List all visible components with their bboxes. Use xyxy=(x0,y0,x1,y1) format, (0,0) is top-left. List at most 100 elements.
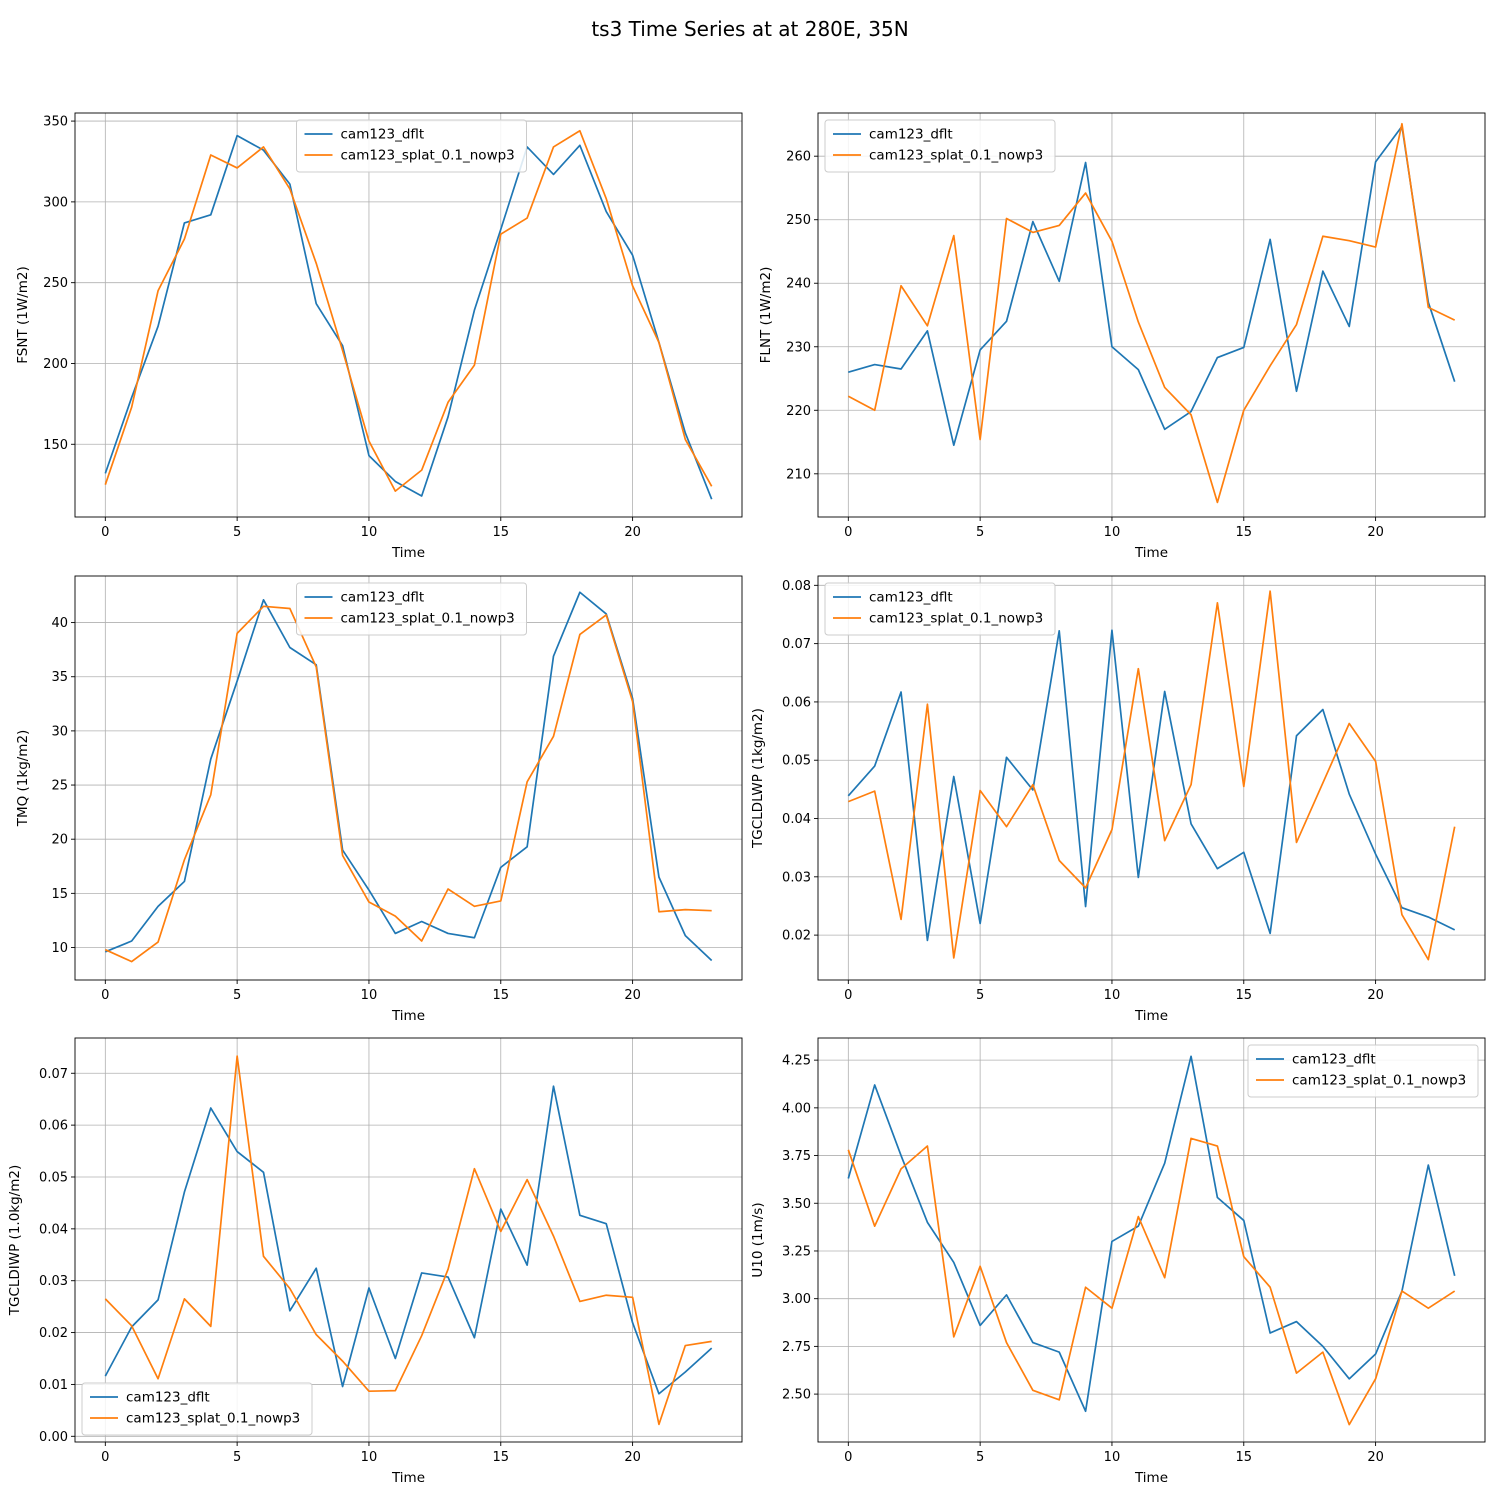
legend-box xyxy=(824,119,1056,173)
x-tick-label: 20 xyxy=(624,525,641,540)
x-tick-label: 10 xyxy=(361,988,378,1003)
x-tick-label: 0 xyxy=(101,1450,109,1465)
y-tick-label: 200 xyxy=(43,357,68,372)
x-tick-label: 5 xyxy=(233,1450,241,1465)
subplot-4: 0 5 10 15 20 0.02 0.03 0.04 0.05 0.06 0.07 0.08 Time… xyxy=(750,575,1486,1024)
x-tick-label: 10 xyxy=(1104,525,1121,540)
legend-label: cam123_splat_0.1_nowp3 xyxy=(126,1411,300,1427)
x-axis-label: Time xyxy=(1134,1470,1168,1486)
y-tick-label: 0.07 xyxy=(782,637,811,652)
axes-frame xyxy=(817,112,1486,518)
axes-frame xyxy=(74,112,743,518)
x-axis-label: Time xyxy=(1134,545,1168,561)
x-tick-label: 20 xyxy=(624,1450,641,1465)
legend: cam123_dflt cam123_splat_0.1_nowp3 xyxy=(824,582,1056,636)
y-tick-label: 10 xyxy=(51,941,68,956)
legend-label: cam123_dflt xyxy=(341,127,425,143)
x-tick-label: 15 xyxy=(492,525,509,540)
x-tick-label: 15 xyxy=(1235,1450,1252,1465)
y-axis-label: TMQ (1kg/m2) xyxy=(15,730,31,828)
x-tick-label: 20 xyxy=(624,988,641,1003)
x-tick-label: 20 xyxy=(1367,525,1384,540)
y-tick-label: 3.75 xyxy=(782,1149,811,1164)
x-tick-label: 20 xyxy=(1367,1450,1384,1465)
y-tick-label: 0.06 xyxy=(39,1119,68,1134)
y-tick-label: 4.00 xyxy=(782,1101,811,1116)
legend-label: cam123_dflt xyxy=(126,1390,210,1406)
legend-label: cam123_splat_0.1_nowp3 xyxy=(341,148,515,164)
y-tick-label: 40 xyxy=(51,616,68,631)
x-tick-label: 10 xyxy=(361,1450,378,1465)
y-tick-label: 15 xyxy=(51,887,68,902)
legend-label: cam123_dflt xyxy=(341,590,425,606)
x-axis-label: Time xyxy=(391,1470,425,1486)
series-line-dflt xyxy=(104,591,713,962)
y-axis-label: FLNT (1W/m2) xyxy=(758,267,774,364)
x-tick-label: 15 xyxy=(1235,525,1252,540)
x-axis-label: Time xyxy=(1134,1008,1168,1024)
y-tick-label: 0.03 xyxy=(782,870,811,885)
y-tick-label: 20 xyxy=(51,833,68,848)
y-tick-label: 3.25 xyxy=(782,1244,811,1259)
y-tick-label: 0.01 xyxy=(39,1378,68,1393)
y-axis-label: TGCLDLWP (1kg/m2) xyxy=(750,708,766,849)
x-tick-label: 15 xyxy=(492,1450,509,1465)
legend: cam123_dflt cam123_splat_0.1_nowp3 xyxy=(81,1382,313,1436)
y-tick-label: 4.25 xyxy=(782,1054,811,1069)
y-axis-label: TGCLDIWP (1.0kg/m2) xyxy=(7,1165,23,1317)
series-line-dflt xyxy=(848,125,1456,447)
legend-box xyxy=(81,1382,313,1436)
y-tick-label: 250 xyxy=(786,213,811,228)
legend-label: cam123_dflt xyxy=(869,127,953,143)
x-tick-label: 5 xyxy=(976,988,984,1003)
y-tick-label: 0.00 xyxy=(39,1430,68,1445)
series-line-dflt xyxy=(847,1055,1456,1413)
y-axis-label: U10 (1m/s) xyxy=(750,1202,766,1277)
subplot-2: 0 5 10 15 20 210 220 230 240 250 260 Time FLNT (1W/m… xyxy=(758,112,1486,561)
series-line-dflt xyxy=(847,629,1456,942)
legend-box xyxy=(296,582,527,636)
y-tick-label: 350 xyxy=(43,115,68,130)
series-line-dflt xyxy=(104,1085,713,1395)
series-line-splat xyxy=(848,590,1456,961)
y-tick-label: 250 xyxy=(43,276,68,291)
x-tick-label: 0 xyxy=(844,1450,852,1465)
series-line-splat xyxy=(847,1137,1456,1426)
subplot-1: 0 5 10 15 20 150 200 250 300 350 Time FSNT (1W/m2) c… xyxy=(15,112,743,561)
y-tick-label: 25 xyxy=(51,779,68,794)
x-tick-label: 20 xyxy=(1367,988,1384,1003)
y-tick-label: 35 xyxy=(51,670,68,685)
axes-frame xyxy=(74,575,743,981)
y-tick-label: 0.02 xyxy=(782,929,811,944)
x-axis-label: Time xyxy=(391,1008,425,1024)
x-tick-label: 10 xyxy=(361,525,378,540)
legend: cam123_dflt cam123_splat_0.1_nowp3 xyxy=(296,582,527,636)
series-line-splat xyxy=(104,605,712,963)
y-tick-label: 3.50 xyxy=(782,1197,811,1212)
y-tick-label: 230 xyxy=(786,340,811,355)
y-tick-label: 0.04 xyxy=(39,1222,68,1237)
legend-label: cam123_dflt xyxy=(869,590,953,606)
y-tick-label: 3.00 xyxy=(782,1292,811,1307)
subplot-5: 0 5 10 15 20 0.00 0.01 0.02 0.03 0.04 0.05 0.06 0.07… xyxy=(7,1037,743,1486)
y-tick-label: 0.04 xyxy=(782,812,811,827)
series-line-dflt xyxy=(104,134,713,500)
y-tick-label: 2.75 xyxy=(782,1340,811,1355)
y-tick-label: 150 xyxy=(43,438,68,453)
subplot-6: 0 5 10 15 20 2.50 2.75 3.00 3.25 3.50 3.75 4.00 4.25… xyxy=(750,1037,1486,1486)
x-tick-label: 0 xyxy=(844,525,852,540)
y-tick-label: 2.50 xyxy=(782,1388,811,1403)
x-tick-label: 0 xyxy=(844,988,852,1003)
legend-label: cam123_splat_0.1_nowp3 xyxy=(869,611,1043,627)
legend: cam123_dflt cam123_splat_0.1_nowp3 xyxy=(824,119,1056,173)
y-tick-label: 0.07 xyxy=(39,1067,68,1082)
legend-label: cam123_splat_0.1_nowp3 xyxy=(1292,1073,1466,1089)
x-tick-label: 15 xyxy=(1235,988,1252,1003)
y-tick-label: 260 xyxy=(786,150,811,165)
legend-box xyxy=(824,582,1056,636)
y-tick-label: 0.02 xyxy=(39,1326,68,1341)
x-axis-label: Time xyxy=(391,545,425,561)
x-tick-label: 5 xyxy=(233,988,241,1003)
legend-label: cam123_splat_0.1_nowp3 xyxy=(341,611,515,627)
